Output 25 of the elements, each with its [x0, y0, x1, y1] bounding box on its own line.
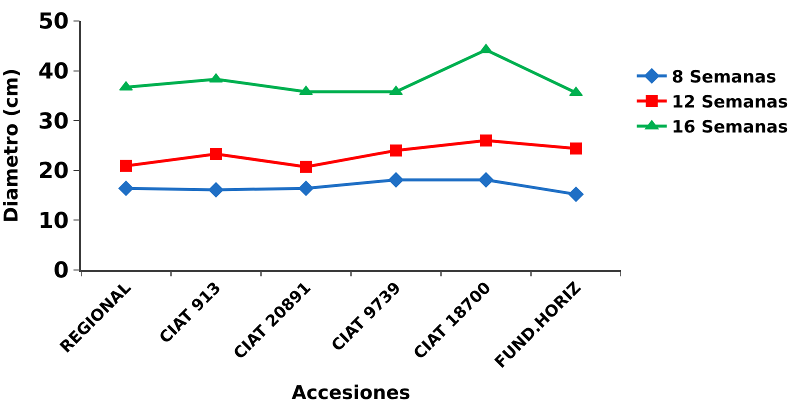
point	[388, 172, 404, 188]
point	[479, 44, 493, 54]
point	[570, 142, 582, 154]
y-axis-title: Diametro (cm)	[0, 68, 23, 223]
y-tick-label: 40	[38, 60, 69, 84]
point	[208, 182, 224, 198]
point	[478, 172, 494, 188]
point	[298, 180, 314, 196]
legend-label: 8 Semanas	[672, 68, 776, 88]
point	[210, 148, 222, 160]
y-tick-label: 10	[38, 208, 69, 234]
point	[118, 180, 134, 196]
point	[390, 144, 402, 156]
point	[300, 160, 312, 173]
legend-label: 12 Semanas	[672, 92, 788, 113]
y-tick-label: 30	[38, 109, 69, 134]
point	[568, 186, 584, 202]
point	[480, 134, 492, 147]
point	[209, 73, 223, 83]
y-tick-label: 50	[38, 10, 69, 35]
legend-label: 16 Semanas	[672, 118, 788, 138]
x-axis-title: Accesiones	[292, 382, 410, 404]
y-tick-label: 0	[54, 258, 69, 284]
point	[120, 160, 132, 172]
y-tick-label: 20	[38, 159, 69, 184]
